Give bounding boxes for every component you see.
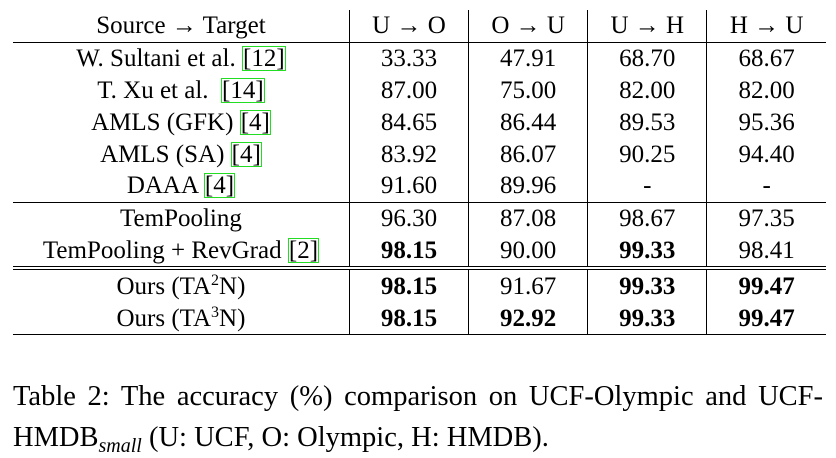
table-row: T. Xu et al. [14] 87.00 75.00 82.00 82.0… <box>13 74 826 107</box>
value-cell-best: 99.33 <box>587 234 707 269</box>
citation-link[interactable]: [14] <box>221 76 265 104</box>
table-row: W. Sultani et al. [12] 33.33 47.91 68.70… <box>13 42 826 75</box>
value-cell: 86.07 <box>468 138 588 170</box>
value-cell: 82.00 <box>587 74 707 107</box>
value-cell: 68.67 <box>706 42 826 75</box>
value-cell: 91.67 <box>468 266 588 303</box>
value-cell: 90.25 <box>587 138 707 170</box>
value-cell: 89.53 <box>587 106 707 139</box>
table-row: TemPooling 96.30 87.08 98.67 97.35 <box>13 202 826 235</box>
value-cell: 91.60 <box>348 169 469 203</box>
value-cell: 94.40 <box>706 138 826 170</box>
method-cell: TemPooling <box>120 205 242 233</box>
method-cell: Ours (TA2N) <box>13 266 350 303</box>
citation-link[interactable]: [4] <box>203 172 236 200</box>
value-cell: - <box>706 169 826 203</box>
table-row: AMLS (SA) [4] 83.92 86.07 90.25 94.40 <box>13 138 826 170</box>
value-cell-best: 98.15 <box>348 266 469 303</box>
table-row: Ours (TA3N) 98.15 92.92 99.33 99.47 <box>13 302 826 335</box>
table-caption: Table 2: The accuracy (%) comparison on … <box>13 381 823 457</box>
results-table-container: Source → Target U → O O → U U → H H → U … <box>13 10 826 335</box>
table-row: Ours (TA2N) 98.15 91.67 99.33 99.47 <box>13 266 826 303</box>
citation-link[interactable]: [2] <box>287 236 320 264</box>
header-h-to-u: H → U <box>706 10 826 43</box>
method-cell: W. Sultani et al. [12] <box>76 45 286 73</box>
method-cell: DAAA [4] <box>13 169 350 203</box>
citation-link[interactable]: [4] <box>239 108 271 136</box>
method-cell: Ours (TA3N) <box>13 302 350 335</box>
value-cell: 95.36 <box>706 106 826 139</box>
value-cell: - <box>587 169 707 203</box>
value-cell: 97.35 <box>706 202 826 235</box>
table-row: AMLS (GFK) [4] 84.65 86.44 89.53 95.36 <box>13 106 826 139</box>
value-cell-best: 92.92 <box>468 302 588 335</box>
accuracy-comparison-table: Source → Target U → O O → U U → H H → U … <box>13 10 826 335</box>
method-cell: AMLS (GFK) [4] <box>91 108 271 136</box>
header-u-to-h: U → H <box>587 10 707 43</box>
table-row: TemPooling + RevGrad [2] 98.15 90.00 99.… <box>13 234 826 269</box>
value-cell-best: 98.15 <box>348 234 469 269</box>
value-cell-best: 99.47 <box>706 302 826 335</box>
value-cell: 86.44 <box>468 106 588 139</box>
value-cell: 33.33 <box>348 42 469 75</box>
table-header-row: Source → Target U → O O → U U → H H → U <box>13 10 826 43</box>
citation-link[interactable]: [4] <box>230 140 262 168</box>
header-o-to-u: O → U <box>468 10 588 43</box>
value-cell: 75.00 <box>468 74 588 107</box>
value-cell-best: 98.15 <box>348 302 469 335</box>
value-cell: 98.41 <box>706 234 826 269</box>
method-cell: T. Xu et al. [14] <box>97 76 265 104</box>
method-cell: TemPooling + RevGrad [2] <box>42 236 320 264</box>
header-source-target: Source → Target <box>13 10 350 43</box>
value-cell: 87.08 <box>468 202 588 235</box>
value-cell-best: 99.33 <box>587 302 707 335</box>
value-cell: 47.91 <box>468 42 588 75</box>
value-cell: 84.65 <box>348 106 469 139</box>
value-cell: 98.67 <box>587 202 707 235</box>
header-u-to-o: U → O <box>348 10 469 43</box>
value-cell-best: 99.33 <box>587 266 707 303</box>
method-cell: AMLS (SA) [4] <box>100 140 262 168</box>
value-cell: 89.96 <box>468 169 588 203</box>
value-cell: 68.70 <box>587 42 707 75</box>
citation-link[interactable]: [12] <box>241 45 286 73</box>
table-row: DAAA [4] 91.60 89.96 - - <box>13 169 826 203</box>
value-cell: 82.00 <box>706 74 826 107</box>
value-cell-best: 99.47 <box>706 266 826 303</box>
value-cell: 96.30 <box>348 202 469 235</box>
value-cell: 83.92 <box>348 138 469 170</box>
value-cell: 90.00 <box>468 234 588 269</box>
value-cell: 87.00 <box>348 74 469 107</box>
